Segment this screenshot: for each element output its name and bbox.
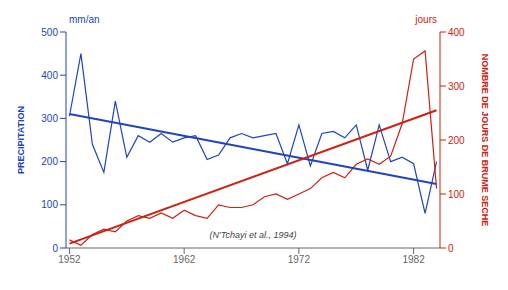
svg-text:400: 400 xyxy=(448,27,465,38)
svg-text:100: 100 xyxy=(41,199,58,210)
svg-text:1982: 1982 xyxy=(402,254,425,265)
svg-text:0: 0 xyxy=(448,243,454,254)
svg-text:100: 100 xyxy=(448,189,465,200)
svg-text:1952: 1952 xyxy=(58,254,81,265)
svg-text:1972: 1972 xyxy=(288,254,311,265)
svg-text:PRECIPITATION: PRECIPITATION xyxy=(16,106,26,174)
svg-text:0: 0 xyxy=(52,243,58,254)
svg-text:300: 300 xyxy=(448,81,465,92)
svg-text:500: 500 xyxy=(41,27,58,38)
svg-text:200: 200 xyxy=(41,156,58,167)
svg-text:NOMBRE DE JOURS DE BRUME SECHE: NOMBRE DE JOURS DE BRUME SECHE xyxy=(480,54,490,227)
html-text:mm/an: mm/an xyxy=(69,14,100,25)
html-text:jours: jours xyxy=(415,14,437,25)
html-text:(N'Tchayi et al., 1994): (N'Tchayi et al., 1994) xyxy=(209,230,297,240)
svg-text:1962: 1962 xyxy=(173,254,196,265)
svg-text:400: 400 xyxy=(41,70,58,81)
svg-text:200: 200 xyxy=(448,135,465,146)
svg-text:300: 300 xyxy=(41,113,58,124)
